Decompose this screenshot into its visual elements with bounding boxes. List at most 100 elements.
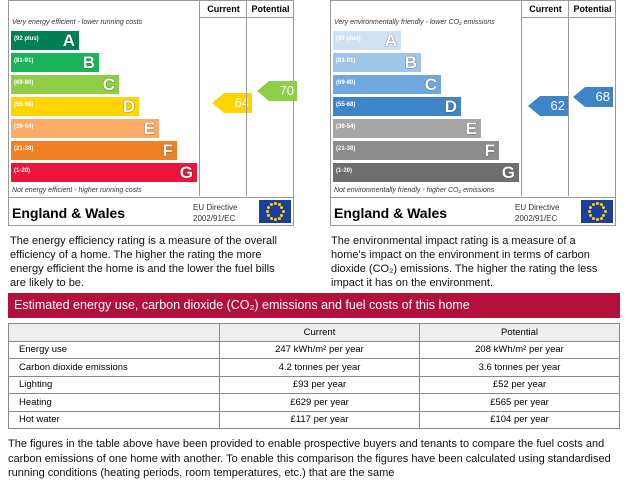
bottom-note: Not energy efficient - higher running co… (12, 187, 142, 194)
flag-star (588, 214, 592, 217)
band-range: (1-20) (14, 168, 31, 174)
table-cell: £104 per year (419, 410, 620, 429)
table-cell: 4.2 tonnes per year (219, 358, 420, 377)
band-range: (39-54) (336, 124, 356, 130)
flag-star (273, 218, 277, 221)
directive-line: 2002/91/EC (193, 214, 236, 223)
region: England & Wales (334, 205, 448, 221)
column-line (199, 17, 200, 196)
directive: EU Directive 2002/91/EC (193, 202, 237, 224)
band-letter: E (465, 119, 477, 138)
environment-description: The environmental impact rating is a mea… (331, 235, 598, 289)
band-range: (92 plus) (14, 36, 39, 42)
band-letter: A (62, 31, 75, 50)
flag-star (280, 206, 284, 209)
band-range: (55-68) (336, 102, 356, 108)
flag-star (595, 218, 599, 221)
potential-arrow: 68 (573, 87, 613, 107)
current-header: Current (199, 1, 247, 18)
band-letter: G (501, 163, 515, 182)
flag-star (269, 216, 273, 220)
rating-band: (81-91) B (11, 53, 99, 72)
band-range: (81-91) (14, 58, 34, 64)
flag-star (277, 203, 281, 207)
band-letter: D (122, 97, 135, 116)
top-note: Very environmentally friendly - lower CO… (334, 19, 495, 26)
rating-band: (92 plus) A (11, 31, 79, 50)
band-range: (21-38) (14, 146, 34, 152)
flag-star (273, 202, 277, 205)
energy-description: The energy efficiency rating is a measur… (10, 235, 277, 289)
directive: EU Directive 2002/91/EC (515, 202, 559, 224)
table-cell: £93 per year (219, 375, 420, 394)
table-cell: Hot water (8, 410, 220, 429)
rating-band: (21-38) F (11, 141, 177, 160)
header-cell: Current (219, 323, 420, 342)
region: England & Wales (12, 205, 126, 221)
band-letter: E (143, 119, 155, 138)
eu-flag (581, 200, 613, 223)
panel-footer: England & Wales EU Directive 2002/91/EC (331, 197, 615, 226)
flag-star (266, 206, 270, 209)
table-row: Hot water £117 per year £104 per year (8, 410, 620, 429)
potential-arrow: 70 (257, 81, 297, 101)
banner: Estimated energy use, carbon dioxide (CO… (8, 293, 620, 318)
rating-band: (1-20) G (11, 163, 197, 182)
flag-star (599, 203, 603, 207)
band-range: (39-54) (14, 124, 34, 130)
band-letter: B (82, 53, 95, 72)
costs-table: Current Potential Energy use 247 kWh/m² per… (8, 323, 620, 429)
band-range: (55-68) (14, 102, 34, 108)
directive-line: EU Directive (193, 203, 238, 212)
band-range: (1-20) (336, 168, 353, 174)
current-arrow: 62 (528, 96, 568, 116)
rating-band: (81-91) B (333, 53, 421, 72)
band-range: (92 plus) (336, 36, 361, 42)
environment-chart: 62 68 Current Potential Very environmental… (330, 0, 616, 226)
potential-header: Potential (568, 1, 616, 18)
table-row: Carbon dioxide emissions 4.2 tonnes per y… (8, 358, 620, 377)
band-letter: F (162, 141, 173, 160)
flag-star (599, 216, 603, 220)
flag-star (595, 202, 599, 205)
band-letter: B (404, 53, 417, 72)
flag-star (280, 214, 284, 217)
band-letter: C (102, 75, 115, 94)
current-header: Current (521, 1, 569, 18)
rating-band: (39-54) E (11, 119, 159, 138)
rating-band: (55-68) D (333, 97, 461, 116)
flag-star (269, 203, 273, 207)
column-line (246, 17, 247, 196)
rating-band: (69-80) C (11, 75, 119, 94)
table-cell: 3.6 tonnes per year (419, 358, 620, 377)
flag-star (277, 216, 281, 220)
band-letter: A (384, 31, 397, 50)
bottom-note: Not environmentally friendly - higher CO… (334, 187, 495, 194)
top-note: Very energy efficient - lower running co… (12, 19, 143, 26)
table-cell: £565 per year (419, 393, 620, 412)
table-cell: Heating (8, 393, 220, 412)
flag-star (281, 210, 285, 213)
flag-star (588, 206, 592, 209)
table-cell: £52 per year (419, 375, 620, 394)
rating-band: (69-80) C (333, 75, 441, 94)
band-letter: G (179, 163, 193, 182)
potential-header: Potential (246, 1, 294, 18)
band-range: (69-80) (336, 80, 356, 86)
directive-line: EU Directive (515, 203, 560, 212)
footer-text: The figures in the table above have been… (8, 438, 611, 479)
band-range: (21-38) (336, 146, 356, 152)
band-range: (69-80) (14, 80, 34, 86)
table-row: Lighting £93 per year £52 per year (8, 375, 620, 394)
flag-star (602, 214, 606, 217)
eu-flag (259, 200, 291, 223)
band-range: (81-91) (336, 58, 356, 64)
column-line (521, 17, 522, 196)
table-header: Current Potential (8, 323, 620, 342)
column-line (568, 17, 569, 196)
flag-star (265, 210, 269, 213)
energy-chart: 64 70 Current Potential Very energy effici… (8, 0, 297, 226)
directive-line: 2002/91/EC (515, 214, 558, 223)
flag-star (602, 206, 606, 209)
